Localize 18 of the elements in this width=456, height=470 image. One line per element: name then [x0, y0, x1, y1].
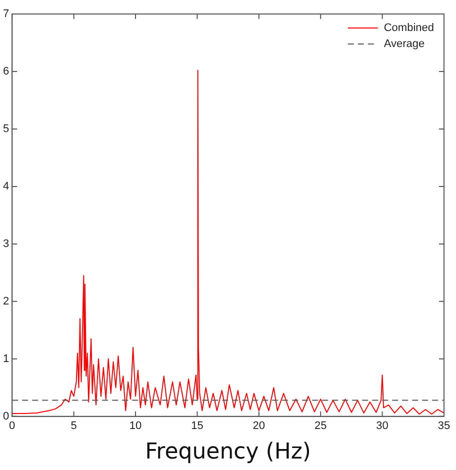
- y-tick-label: 1: [2, 352, 10, 365]
- y-tick-label: 7: [2, 8, 10, 20]
- legend-label: Combined: [384, 22, 434, 34]
- x-tick-label: 10: [129, 420, 142, 432]
- y-tick-label: 3: [2, 238, 10, 250]
- x-tick-label: 25: [314, 420, 327, 432]
- y-tick-label: 0: [2, 410, 10, 422]
- x-tick-label: 20: [252, 420, 266, 432]
- y-tick-label: 4: [2, 180, 10, 192]
- y-tick-label: 6: [2, 66, 10, 78]
- y-tick-label: 2: [2, 295, 10, 308]
- x-tick-label: 5: [70, 420, 77, 432]
- x-tick-label: 30: [376, 420, 388, 432]
- x-tick-label: 35: [438, 420, 450, 432]
- legend-label: Average: [384, 38, 425, 50]
- y-tick-label: 5: [2, 123, 10, 136]
- x-axis-title: Frequency (Hz): [145, 440, 312, 465]
- x-tick-label: 15: [191, 420, 204, 432]
